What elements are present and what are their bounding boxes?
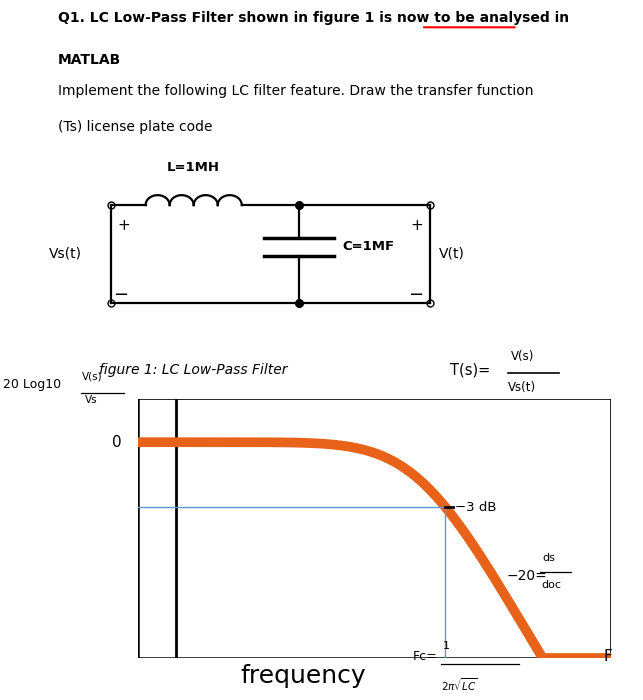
Text: T(s)=: T(s)= bbox=[450, 363, 491, 378]
Text: $2\pi\sqrt{LC}$: $2\pi\sqrt{LC}$ bbox=[440, 676, 478, 692]
Text: Implement the following LC filter feature. Draw the transfer function: Implement the following LC filter featur… bbox=[58, 84, 534, 98]
Text: +: + bbox=[410, 218, 423, 233]
Text: Vs(t): Vs(t) bbox=[508, 381, 536, 394]
Text: (Ts) license plate code: (Ts) license plate code bbox=[58, 120, 212, 134]
Text: F: F bbox=[604, 649, 613, 664]
Text: −20=: −20= bbox=[507, 569, 548, 583]
Text: −: − bbox=[113, 286, 128, 304]
Text: Fc=: Fc= bbox=[412, 650, 437, 663]
Text: ds: ds bbox=[542, 553, 555, 563]
Text: 0: 0 bbox=[112, 435, 122, 449]
Text: doc: doc bbox=[541, 580, 561, 590]
Text: V(s): V(s) bbox=[82, 372, 103, 382]
Text: MATLAB: MATLAB bbox=[58, 53, 121, 67]
Text: C=1MF: C=1MF bbox=[342, 240, 394, 253]
Text: 1: 1 bbox=[443, 641, 450, 652]
Text: −3 dB: −3 dB bbox=[455, 500, 496, 514]
Text: −: − bbox=[408, 286, 423, 304]
Text: Q1. LC Low-Pass Filter shown in figure 1 is now to be analysed in: Q1. LC Low-Pass Filter shown in figure 1… bbox=[58, 11, 569, 25]
Text: 20 Log10: 20 Log10 bbox=[3, 378, 61, 391]
Text: Vs: Vs bbox=[85, 395, 98, 405]
Text: frequency: frequency bbox=[241, 664, 367, 688]
Text: L=1MH: L=1MH bbox=[167, 162, 220, 174]
Text: Vs(t): Vs(t) bbox=[50, 247, 82, 261]
Text: V(s): V(s) bbox=[511, 350, 534, 363]
Text: +: + bbox=[117, 218, 130, 233]
Text: V(t): V(t) bbox=[439, 247, 464, 261]
Text: figure 1: LC Low-Pass Filter: figure 1: LC Low-Pass Filter bbox=[98, 363, 287, 377]
